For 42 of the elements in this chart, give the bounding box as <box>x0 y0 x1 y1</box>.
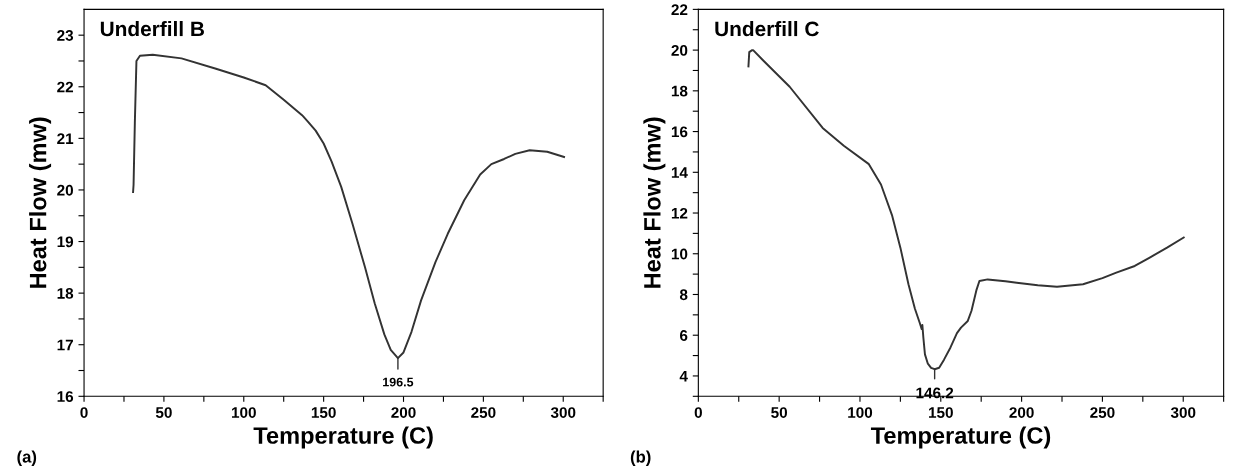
y-tick-label: 18 <box>671 85 688 97</box>
y-tick-label: 17 <box>57 339 73 351</box>
x-axis-title: Temperature (C) <box>870 426 1051 449</box>
text: (a) <box>17 450 37 466</box>
x-tick-label: 300 <box>1170 407 1196 418</box>
y-axis-title: Heat Flow (mw) <box>29 117 52 288</box>
x-tick-label: 0 <box>80 407 88 418</box>
x-tick-label: 250 <box>1090 407 1115 418</box>
x-tick-label: 200 <box>391 407 416 418</box>
y-tick-label: 10 <box>671 248 688 260</box>
chart-title: Underfill C <box>715 20 819 37</box>
x-tick-label: 100 <box>848 407 873 418</box>
annotation: 146.2 <box>916 387 954 399</box>
y-tick-label: 14 <box>671 167 688 178</box>
y-tick-label: 20 <box>57 184 74 196</box>
y-tick-label: 23 <box>57 30 74 41</box>
x-tick-label: 100 <box>232 407 256 418</box>
x-tick-label: 0 <box>694 407 702 418</box>
y-tick-label: 16 <box>671 126 688 138</box>
y-tick-label: 22 <box>57 81 74 93</box>
y-tick-label: 22 <box>671 4 688 15</box>
y-tick-label: 4 <box>679 370 688 382</box>
x-tick-label: 150 <box>929 407 953 418</box>
x-tick-label: 50 <box>771 407 788 418</box>
y-tick-label: 12 <box>671 207 688 219</box>
x-tick-label: 250 <box>471 407 496 418</box>
text: (b) <box>630 450 651 466</box>
x-tick-label: 150 <box>311 407 336 418</box>
y-tick-label: 8 <box>679 289 688 301</box>
annotation: 196.5 <box>383 377 414 387</box>
y-tick-label: 21 <box>57 133 74 144</box>
y-tick-label: 19 <box>57 236 74 248</box>
x-axis-title: Temperature (C) <box>253 426 433 449</box>
x-tick-label: 50 <box>155 407 172 418</box>
y-tick-label: 20 <box>671 44 688 56</box>
chart-title: Underfill B <box>100 20 204 37</box>
y-tick-label: 6 <box>679 330 688 341</box>
x-tick-label: 200 <box>1009 407 1034 418</box>
y-axis-title: Heat Flow (mw) <box>643 117 666 288</box>
y-tick-label: 16 <box>57 391 74 402</box>
x-tick-label: 300 <box>550 407 576 418</box>
y-tick-label: 18 <box>57 287 74 299</box>
